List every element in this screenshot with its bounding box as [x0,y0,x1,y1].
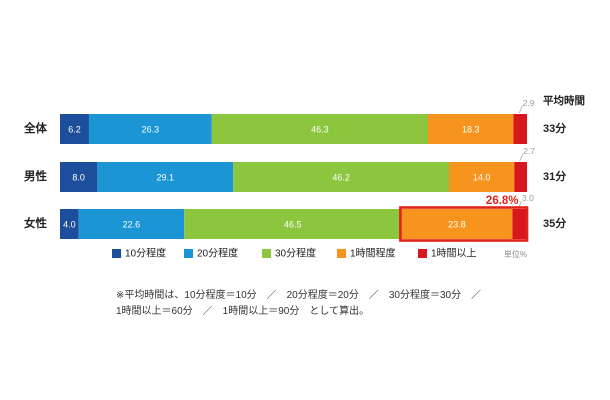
value-label-overall-1hour: 18.3 [462,125,480,135]
bar-segment-male-over-1hour [514,162,527,192]
average-time-male: 31分 [543,169,566,183]
value-label-female-30min: 46.5 [284,220,302,230]
value-label-overall-10min: 6.2 [68,125,81,135]
legend-item-30min: 30分程度 [262,247,316,260]
highlight-box [399,206,529,242]
value-label-male-1hour: 14.0 [473,173,491,183]
value-label-male-20min: 29.1 [157,173,175,183]
row-label-male: 男性 [24,169,47,183]
bar-segment-male-10min [60,162,98,192]
bar-segment-female-10min [60,209,79,239]
footnote-line-1: ※平均時間は、10分程度＝10分 ／ 20分程度＝20分 ／ 30分程度＝30分… [116,290,482,301]
bar-row-overall: 全体 6.2 26.3 46.3 18.3 2.9 [23,98,535,144]
average-time-overall: 33分 [543,121,566,135]
bar-segment-overall-20min [88,114,212,144]
legend-item-1hour: 1時間程度 [337,247,396,260]
value-label-female-over-1hour: 3.0 [522,193,534,203]
legend-item-10min: 10分程度 [112,247,166,260]
bar-segment-female-over-1hour [512,209,527,239]
value-label-female-20min: 22.6 [123,220,141,230]
legend-label-20min: 20分程度 [197,247,238,260]
bar-segment-overall-10min [60,114,89,144]
bar-segment-male-1hour [449,162,515,192]
legend-item-over-1hour: 1時間以上 [418,248,477,260]
value-label-female-1hour: 23.8 [448,220,466,230]
row-label-female: 女性 [24,216,47,230]
value-label-male-30min: 46.2 [332,173,350,183]
value-label-overall-30min: 46.3 [311,125,329,135]
bar-row-male: 男性 8.0 29.1 46.2 14.0 2.7 [24,146,535,192]
row-label-overall: 全体 [23,121,47,135]
legend-label-1hour: 1時間程度 [350,247,396,260]
value-label-overall-20min: 26.3 [142,125,160,135]
legend-swatch-10min [112,249,121,258]
legend-swatch-30min [262,249,271,258]
legend-item-20min: 20分程度 [184,247,238,260]
footnote-line-2: 1時間以上＝60分 ／ 1時間以上＝90分 として算出。 [116,306,370,317]
legend-label-over-1hour: 1時間以上 [431,248,477,260]
bar-segment-female-1hour [401,209,513,239]
value-label-female-10min: 4.0 [63,220,76,230]
leader-line-overall-over-1hour [518,105,523,114]
bar-segment-male-30min [233,162,450,192]
average-time-female: 35分 [543,216,566,230]
legend-label-30min: 30分程度 [275,247,316,260]
bar-segment-overall-30min [211,114,428,144]
bar-segment-female-20min [78,209,185,239]
legend-label-10min: 10分程度 [125,247,166,260]
value-label-overall-over-1hour: 2.9 [523,98,535,108]
value-label-male-over-1hour: 2.7 [523,146,535,156]
legend: 10分程度 20分程度 30分程度 1時間程度 1時間以上 [112,247,477,260]
bar-row-female: 女性 4.0 22.6 46.5 23.8 3.0 [24,193,534,239]
value-label-male-10min: 8.0 [72,173,85,183]
legend-swatch-1hour [337,249,346,258]
annotation-label: 26.8% [486,195,519,207]
leader-line-male-over-1hour [519,153,524,162]
legend-swatch-over-1hour [418,249,427,258]
bar-segment-male-20min [97,162,234,192]
bar-segment-female-30min [184,209,402,239]
bar-segment-overall-over-1hour [513,114,527,144]
unit-label: 単位% [504,249,527,259]
average-time-header: 平均時間 [543,94,585,107]
legend-swatch-20min [184,249,193,258]
bar-segment-overall-1hour [427,114,514,144]
